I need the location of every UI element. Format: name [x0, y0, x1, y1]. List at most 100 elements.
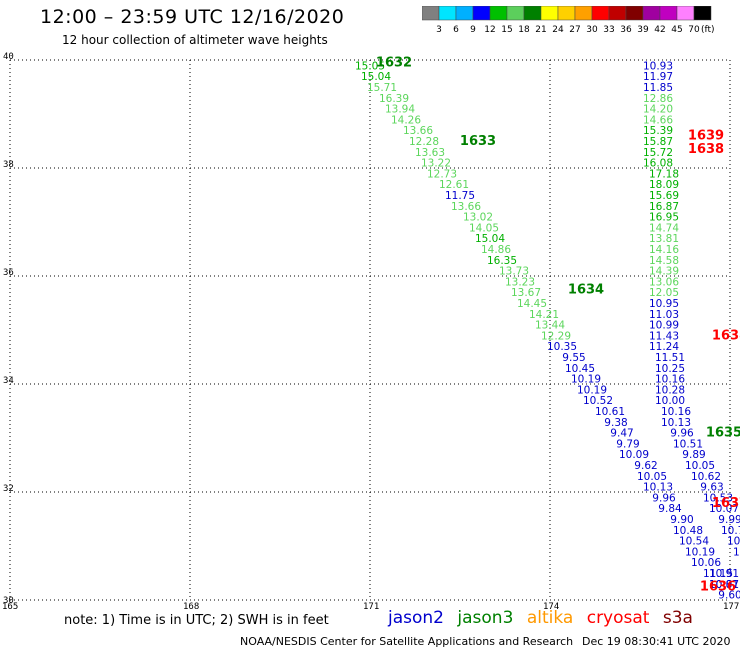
wave-height-value: 10.33	[727, 536, 740, 548]
wave-height-value: 13.22	[421, 158, 451, 170]
wave-height-value: 14.86	[481, 244, 511, 256]
y-tick-label: 30	[3, 596, 14, 606]
color-scale-label: 9	[470, 25, 476, 35]
wave-height-value: 10.16	[655, 374, 685, 386]
wave-height-value: 10.19	[571, 374, 601, 386]
color-scale-label: 12	[484, 25, 495, 35]
wave-height-value: 9.38	[604, 417, 627, 429]
wave-height-value: 10.53	[703, 492, 733, 504]
legend-cryosat: cryosat	[586, 608, 650, 628]
wave-height-value: 10.13	[661, 417, 691, 429]
wave-height-value: 10.91	[709, 568, 739, 580]
wave-height-value: 10.21	[733, 546, 740, 558]
agency-credit: NOAA/NESDIS Center for Satellite Applica…	[240, 635, 574, 648]
wave-height-value: 14.20	[643, 104, 673, 116]
color-scale-label: 70	[688, 25, 700, 35]
color-scale-label: 33	[603, 25, 614, 35]
wave-height-value: 10.09	[619, 449, 649, 461]
wave-height-value: 9.63	[700, 482, 723, 494]
color-scale-label: 27	[569, 25, 580, 35]
wave-height-value: 10.25	[655, 363, 685, 375]
satellite-legend: jason2 jason3 altika cryosat s3a	[388, 608, 701, 628]
legend-altika: altika	[526, 608, 574, 628]
pass-number: 1632	[376, 56, 412, 71]
wave-height-value: 9.99	[718, 514, 740, 526]
wave-height-value: 10.93	[643, 60, 673, 72]
wave-height-value: 11.43	[649, 330, 679, 342]
wave-height-value: 10.01	[709, 579, 739, 591]
wave-height-value: 12.29	[541, 330, 571, 342]
y-tick-label: 40	[3, 52, 14, 62]
wave-height-value: 10.51	[673, 438, 703, 450]
color-scale-label: 30	[586, 25, 598, 35]
wave-height-value: 15.39	[643, 125, 673, 137]
pass-number: 1633	[460, 134, 496, 149]
y-tick-label: 32	[3, 484, 14, 494]
wave-height-value: 15.04	[475, 233, 505, 245]
wave-height-value: 10.52	[583, 395, 613, 407]
axis-tick-labels: 165 168 171 174 177 40 38 36 34 32 30	[2, 52, 739, 612]
wave-height-value: 10.19	[685, 546, 715, 558]
wave-height-value: 10.99	[649, 320, 679, 332]
wave-height-value: 11.97	[643, 71, 673, 83]
x-tick-label: 165	[2, 602, 18, 612]
wave-height-value: 13.67	[511, 287, 541, 299]
wave-height-value: 15.72	[643, 147, 673, 159]
pass-number: 1634	[568, 283, 604, 298]
wave-height-value: 9.96	[652, 492, 676, 504]
wave-height-value: 15.04	[361, 71, 391, 83]
wave-height-value: 9.90	[670, 514, 693, 526]
wave-height-value: 14.21	[529, 309, 559, 321]
generated-timestamp: Dec 19 08:30:41 UTC 2020	[582, 635, 731, 648]
wave-height-value: 15.69	[649, 190, 679, 202]
wave-height-value: 11.85	[643, 82, 673, 94]
x-tick-label: 174	[543, 602, 559, 612]
color-scale-label: 3	[436, 25, 442, 35]
wave-height-value: 16.95	[649, 212, 679, 224]
wave-height-value: 16.39	[379, 93, 409, 105]
wave-height-value: 13.73	[499, 266, 529, 278]
color-scale-label: 36	[620, 25, 632, 35]
pass-number: 1639	[688, 129, 724, 144]
y-tick-label: 38	[3, 160, 14, 170]
pass-number: 1635	[706, 426, 740, 441]
wave-height-value: 10.35	[547, 341, 577, 353]
wave-height-value: 11.24	[649, 341, 679, 353]
wave-height-value: 13.94	[385, 104, 415, 116]
color-swatch	[693, 6, 712, 21]
wave-height-value: 15.87	[643, 136, 673, 148]
wave-height-value: 10.05	[637, 471, 667, 483]
wave-height-value: 10.16	[661, 406, 691, 418]
chart-subtitle: 12 hour collection of altimeter wave hei…	[62, 33, 328, 47]
wave-height-value: 12.05	[649, 287, 679, 299]
color-scale-label: 42	[654, 25, 665, 35]
wave-height-value: 13.23	[505, 276, 535, 288]
units-note: note: 1) Time is in UTC; 2) SWH is in fe…	[64, 613, 329, 628]
wave-height-value: 14.26	[391, 114, 421, 126]
wave-height-value: 18.09	[649, 179, 679, 191]
chart-title: 12:00 – 23:59 UTC 12/16/2020	[40, 6, 345, 28]
wave-height-value: 14.58	[649, 255, 679, 267]
wave-height-value: 13.66	[451, 201, 481, 213]
wave-height-value: 10.00	[655, 395, 685, 407]
wave-height-value: 9.55	[562, 352, 585, 364]
wave-height-value: 13.44	[535, 320, 565, 332]
wave-height-value: 9.47	[610, 428, 633, 440]
wave-height-value: 9.62	[634, 460, 657, 472]
wave-height-value: 9.96	[670, 428, 694, 440]
y-tick-label: 36	[3, 268, 14, 278]
color-scale-label: 15	[501, 25, 512, 35]
wave-height-value: 14.74	[649, 222, 679, 234]
color-scale-label: 39	[637, 25, 649, 35]
x-tick-label: 168	[183, 602, 199, 612]
wave-height-value: 11.51	[655, 352, 685, 364]
wave-height-value: 17.18	[649, 168, 679, 180]
wave-height-value: 10.06	[691, 557, 721, 569]
wave-height-value: 14.39	[649, 266, 679, 278]
wave-height-value: 9.60	[718, 590, 740, 602]
legend-s3a: s3a	[662, 608, 693, 628]
x-tick-label: 177	[723, 602, 739, 612]
wave-height-value: 10.54	[679, 536, 709, 548]
wave-height-value: 13.66	[403, 125, 433, 137]
